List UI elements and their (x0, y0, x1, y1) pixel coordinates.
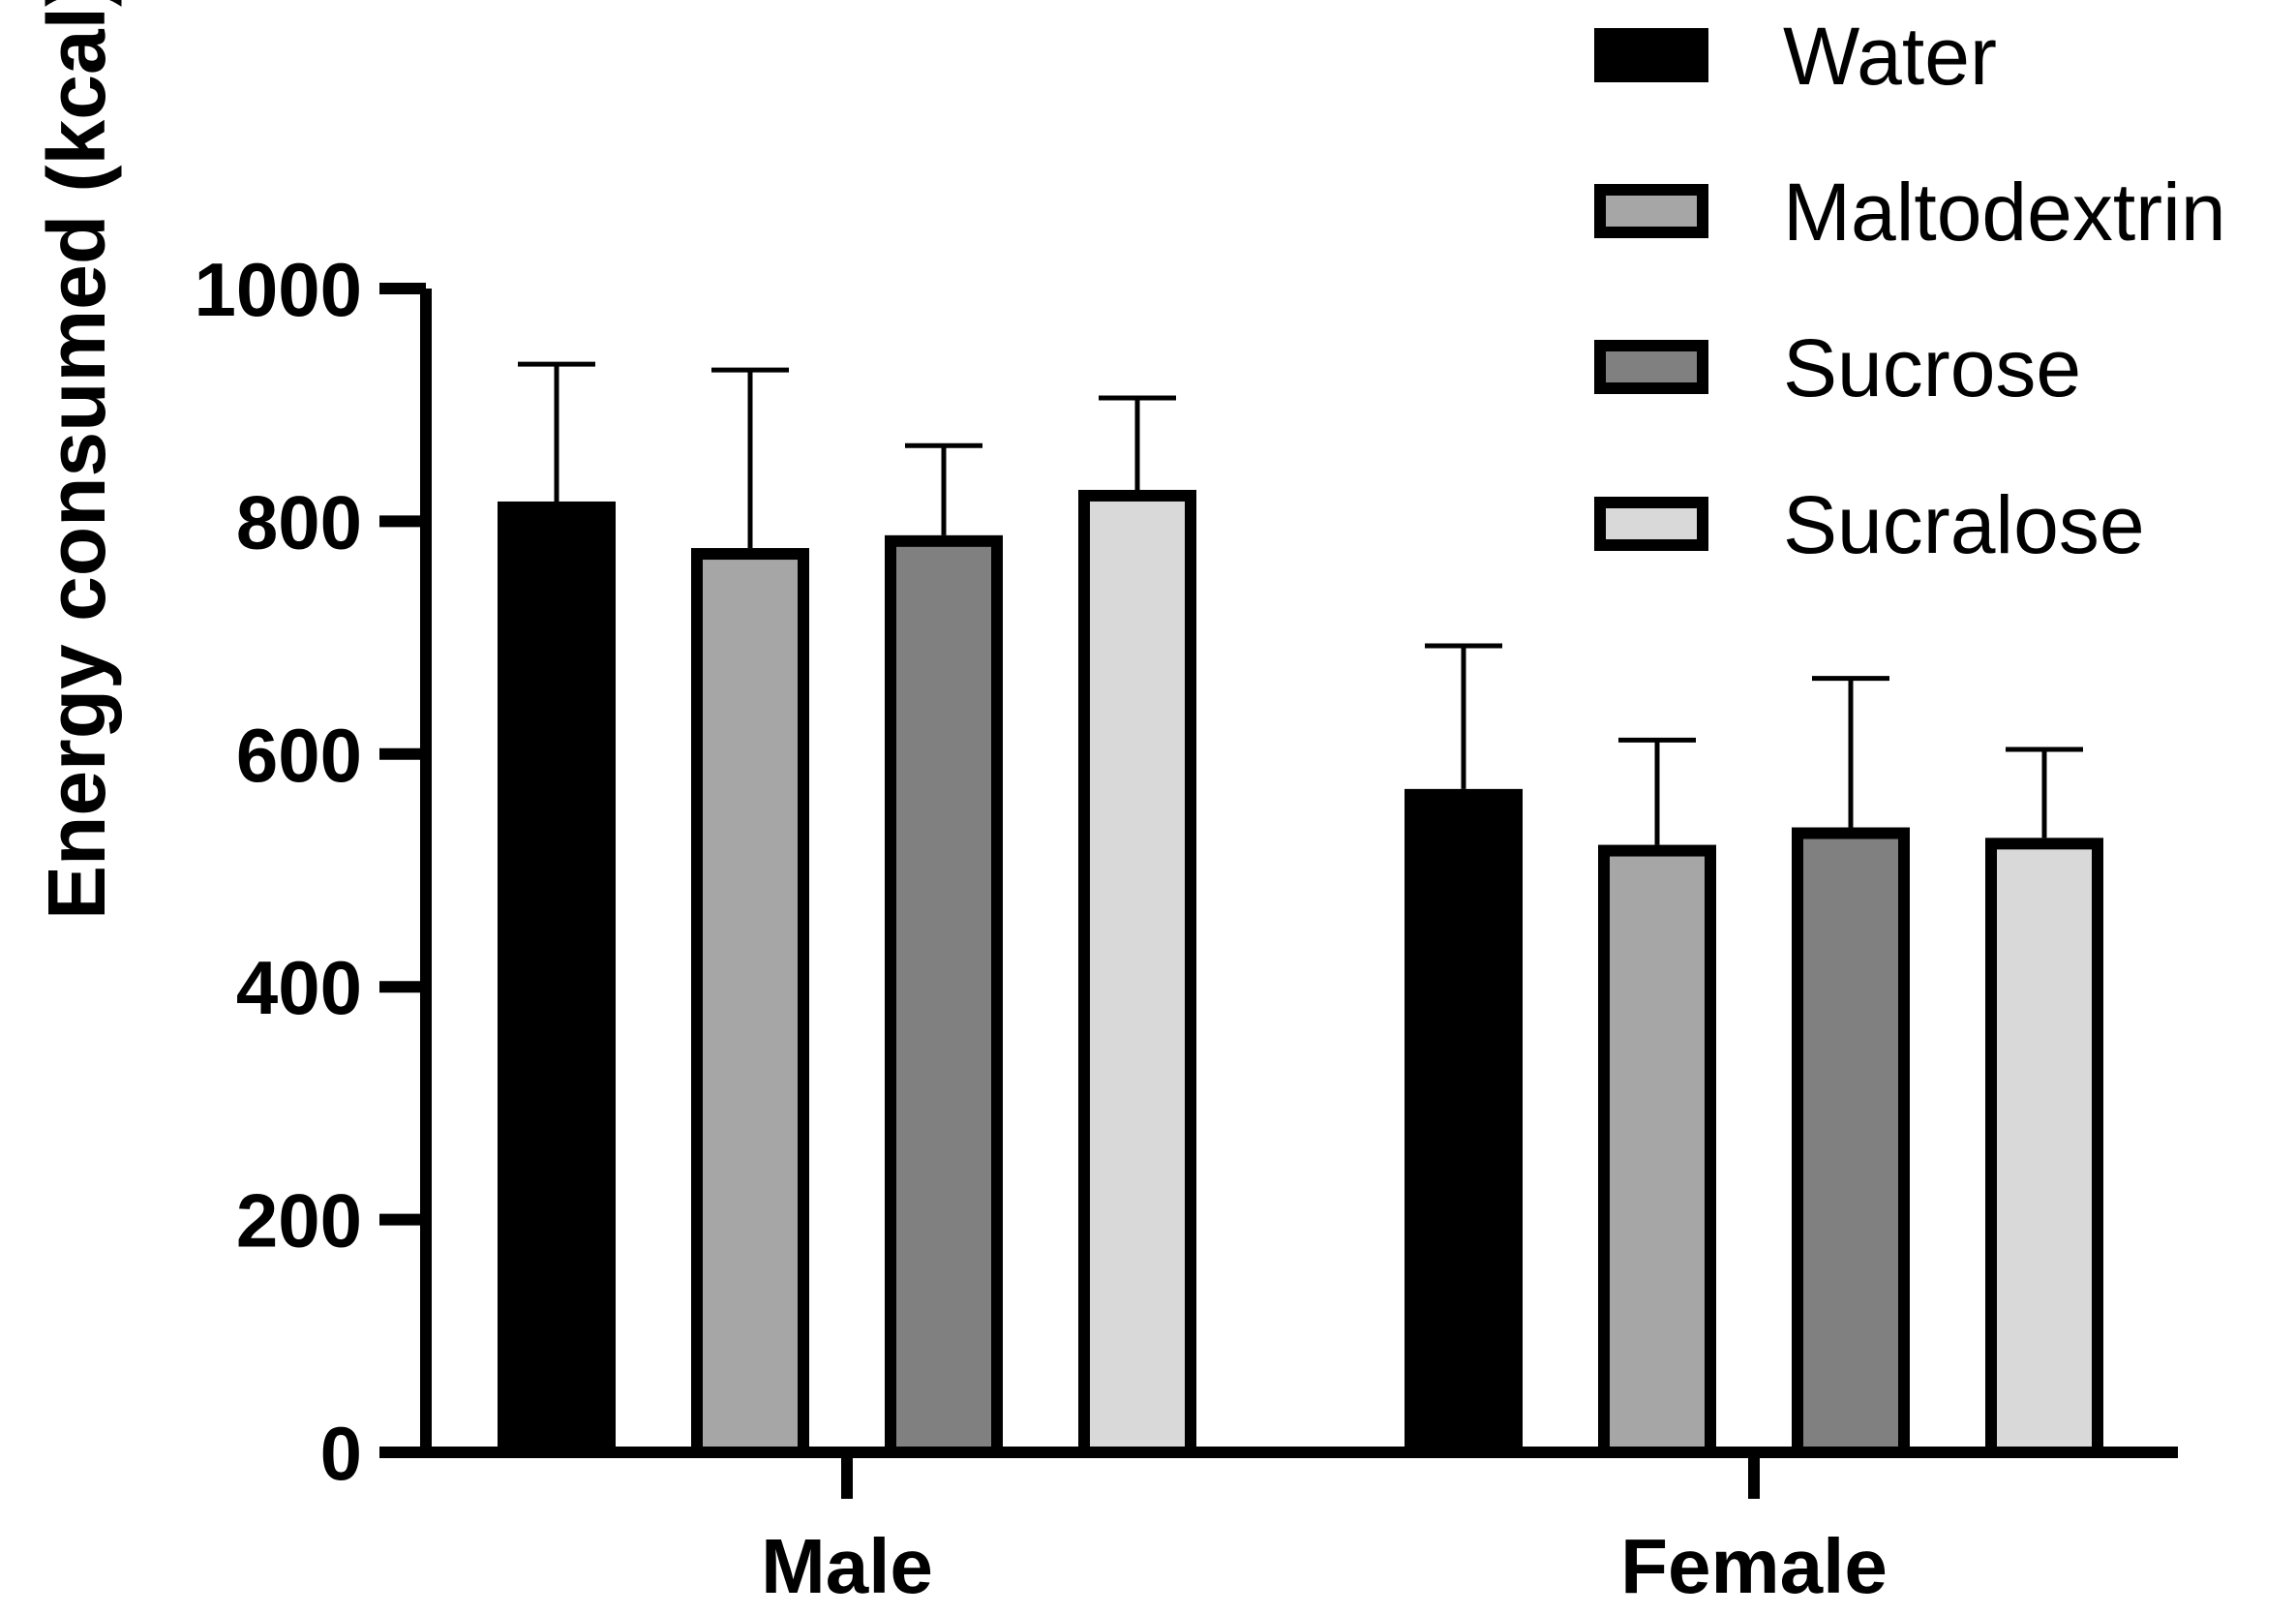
legend-label-sucralose: Sucralose (1783, 479, 2145, 570)
bar-female-sucrose (1792, 827, 1910, 1458)
legend-label-maltodextrin: Maltodextrin (1783, 167, 2226, 258)
y-tick-label: 400 (236, 945, 362, 1030)
legend-label-sucrose: Sucrose (1783, 322, 2081, 413)
category-label-female: Female (1620, 1523, 1888, 1609)
bars (498, 361, 2103, 1459)
legend-swatch-water (1594, 28, 1708, 82)
legend: Water Maltodextrin Sucrose Sucralose (1594, 11, 2226, 570)
legend-label-water: Water (1783, 11, 1997, 102)
category-label-male: Male (761, 1523, 933, 1609)
y-tick-label: 800 (236, 479, 362, 564)
bar-male-water (498, 501, 616, 1458)
legend-swatch-maltodextrin (1594, 184, 1708, 238)
bar-female-water (1405, 788, 1523, 1458)
legend-swatch-sucralose (1594, 497, 1708, 551)
y-axis-title-group: Energy consumed (kcal) (31, 0, 122, 920)
y-axis-ticks: 0 200 400 600 800 1000 (194, 247, 426, 1496)
bar-male-sucralose (1078, 489, 1196, 1459)
y-tick-label: 0 (320, 1411, 362, 1496)
axes (420, 289, 2178, 1458)
y-tick-label: 600 (236, 713, 362, 798)
bar-male-maltodextrin (691, 548, 809, 1458)
y-tick-label: 200 (236, 1178, 362, 1264)
bar-female-maltodextrin (1598, 844, 1716, 1458)
category-labels: Male Female (761, 1452, 1888, 1609)
bar-female-sucralose (1985, 838, 2103, 1458)
y-tick-label: 1000 (194, 247, 362, 332)
bar-male-sucrose (885, 534, 1003, 1458)
y-axis-title: Energy consumed (kcal) (31, 0, 122, 920)
legend-swatch-sucrose (1594, 340, 1708, 394)
